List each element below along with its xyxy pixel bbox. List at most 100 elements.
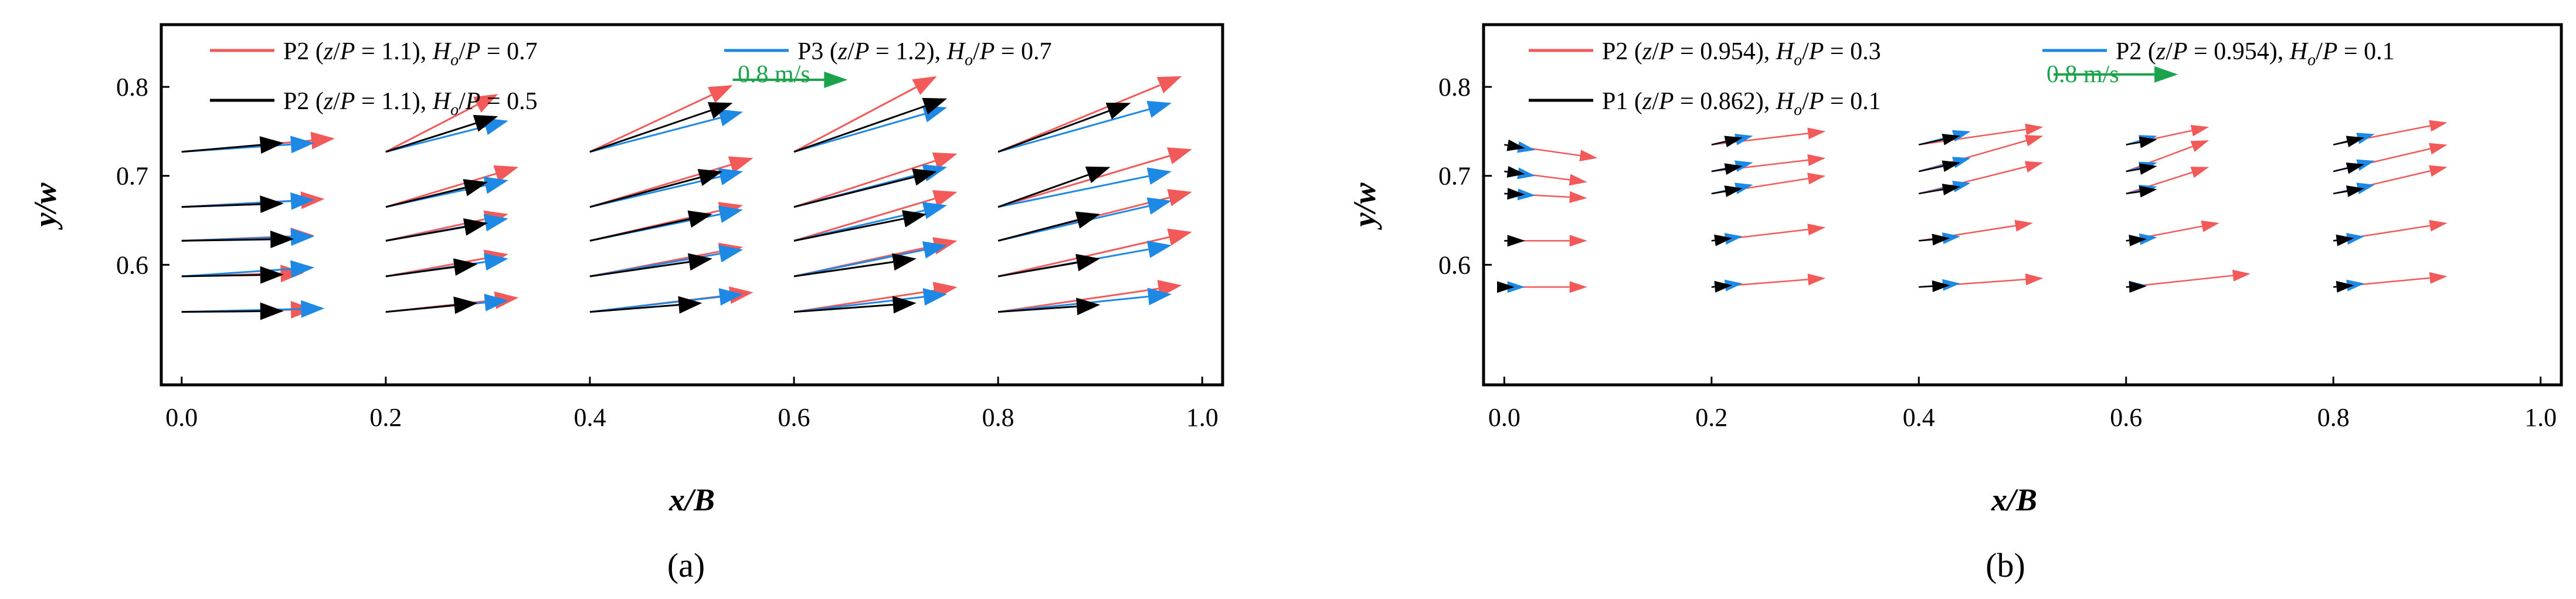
vector-arrow-p2-07 xyxy=(589,85,733,153)
x-tick-label: 0.8 xyxy=(2317,403,2350,432)
vector-arrow-p3-07 xyxy=(793,105,948,153)
y-tick-label: 0.6 xyxy=(116,251,148,279)
vector-arrow-p2-05 xyxy=(793,97,948,153)
vector-arrow-p1-01 xyxy=(1711,136,1743,147)
vector-arrow-p2-07 xyxy=(589,156,754,208)
x-tick-label: 0.6 xyxy=(778,403,810,432)
legend-label-p3-07: P3 (z/P = 1.2), Ho/P = 0.7 xyxy=(797,38,1052,69)
vector-arrow-p1-01 xyxy=(2126,163,2157,175)
vector-arrow-p2-05 xyxy=(998,297,1101,316)
vector-arrow-p1-01 xyxy=(1919,233,1950,246)
vector-arrow-p3-07 xyxy=(181,300,325,318)
y-tick-label: 0.8 xyxy=(1438,73,1471,101)
y-tick-label: 0.7 xyxy=(116,162,148,191)
vector-arrow-p2-05 xyxy=(793,296,917,314)
panel-a: 0.0 0.2 0.4 0.6 0.8 1.0 0.6 0.7 0.8 P2 (z/P = 1.… xyxy=(28,23,1224,584)
vector-arrow-p2-05 xyxy=(589,210,712,242)
vector-arrow-p1-01 xyxy=(2333,136,2365,147)
plot-frame-a xyxy=(159,23,1224,387)
vector-arrow-p2-07 xyxy=(997,228,1192,277)
vector-arrow-p2-05 xyxy=(997,166,1111,208)
vector-arrow-p2-03 xyxy=(1918,161,2044,195)
panel-b: 0.0 0.2 0.4 0.6 0.8 1.0 0.6 0.7 0.8 P2 (z/P = 0.… xyxy=(1347,23,2563,584)
vector-arrow-p1-01 xyxy=(2126,234,2147,246)
legend-label-p2-03: P2 (z/P = 0.954), Ho/P = 0.3 xyxy=(1602,38,1881,69)
vector-arrow-p2-05 xyxy=(997,253,1101,277)
vector-arrow-p1-01 xyxy=(1711,280,1733,293)
vector-arrow-p2-07 xyxy=(997,76,1182,153)
caption-a: (a) xyxy=(667,546,705,584)
vector-arrow-p2-05 xyxy=(793,210,927,242)
y-tick-label: 0.7 xyxy=(1438,162,1471,191)
vector-arrow-p2-05 xyxy=(589,296,702,314)
scale-arrow-b xyxy=(2054,66,2178,83)
vector-arrow-p2-07 xyxy=(793,76,937,153)
vector-arrow-p1-01 xyxy=(1504,235,1525,247)
vector-arrow-p2-03 xyxy=(2126,269,2251,288)
caption-b: (b) xyxy=(1986,546,2025,584)
tick-labels-b: 0.0 0.2 0.4 0.6 0.8 1.0 0.6 0.7 0.8 xyxy=(1438,73,2557,432)
vector-arrow-p2-07 xyxy=(793,152,958,208)
vector-arrow-p2-05 xyxy=(589,253,712,277)
x-tick-label: 1.0 xyxy=(1186,403,1219,432)
vector-arrow-p2-05 xyxy=(181,266,284,284)
y-axis-label-a: y/w xyxy=(28,182,63,231)
vector-arrow-p3-07 xyxy=(589,109,744,153)
vector-arrow-p2-07 xyxy=(181,265,304,283)
vector-arrow-p3-07 xyxy=(793,202,948,242)
vector-arrow-p2-05 xyxy=(997,211,1101,242)
vector-arrow-p1-01 xyxy=(2126,185,2157,198)
x-tick-label: 0.4 xyxy=(573,403,606,432)
vector-arrow-p2-03 xyxy=(1919,123,2044,145)
vector-arrow-p3-07 xyxy=(997,167,1172,208)
vector-arrow-p3-07 xyxy=(181,260,315,278)
quiver-arrows-a xyxy=(181,76,1192,320)
vector-arrow-p1-01 xyxy=(1919,280,1950,292)
x-tick-label: 0.2 xyxy=(369,403,402,432)
x-tick-label: 0.6 xyxy=(2110,403,2142,432)
vector-arrow-p1-01 xyxy=(1919,134,1960,145)
vector-arrow-p2-05 xyxy=(385,296,478,314)
scale-arrow-a xyxy=(732,71,848,88)
y-tick-label: 0.6 xyxy=(1438,251,1471,279)
x-tick-label: 1.0 xyxy=(2524,403,2557,432)
vector-arrow-p2-07 xyxy=(385,94,498,153)
vector-arrow-p2-05 xyxy=(385,179,488,208)
vector-arrow-p3-07 xyxy=(793,241,948,277)
vector-arrow-p1-01 xyxy=(2126,136,2157,148)
vector-arrow-p2-05 xyxy=(589,102,733,153)
x-tick-label: 0.4 xyxy=(1903,403,1935,432)
vector-arrow-p2-07 xyxy=(181,131,335,153)
vector-arrow-p2-05 xyxy=(793,168,937,208)
scale-arrow xyxy=(732,71,848,88)
legend-b: P2 (z/P = 0.954), Ho/P = 0.3 P2 (z/P = 0… xyxy=(1529,38,2395,119)
vector-arrow-p1-01 xyxy=(1919,184,1960,195)
vector-arrow-p1-01 xyxy=(1504,188,1525,200)
vector-arrow-p3-07 xyxy=(181,228,315,246)
vector-arrow-p1-01 xyxy=(1711,234,1733,246)
scale-label-a: 0.8 m/s xyxy=(738,61,810,88)
vector-arrow-p2-07 xyxy=(997,147,1192,208)
vector-arrow-p1-01 xyxy=(2126,281,2147,293)
scale-label-b: 0.8 m/s xyxy=(2046,61,2119,88)
vector-arrow-p1-01 xyxy=(1504,165,1525,178)
x-axis-label-a: x/B xyxy=(668,482,715,517)
x-tick-label: 0.8 xyxy=(982,403,1014,432)
vector-arrow-p2-05 xyxy=(793,253,917,277)
vector-arrow-p1-01 xyxy=(1497,281,1515,293)
vector-arrow-p3-07 xyxy=(997,100,1172,153)
legend-label-p2-01: P2 (z/P = 0.954), Ho/P = 0.1 xyxy=(2116,38,2395,69)
vector-arrow-p3-07 xyxy=(181,192,315,210)
x-tick-label: 0.0 xyxy=(165,403,198,432)
vector-arrow-p2-07 xyxy=(793,190,958,242)
legend-label-p2-07: P2 (z/P = 1.1), Ho/P = 0.7 xyxy=(283,38,538,69)
scale-arrow xyxy=(2054,66,2178,83)
vector-arrow-p2-05 xyxy=(181,136,284,154)
x-axis-label-b: x/B xyxy=(1991,482,2037,517)
legend-a: P2 (z/P = 1.1), Ho/P = 0.7 P3 (z/P = 1.2… xyxy=(210,38,1052,119)
vector-arrow-p2-05 xyxy=(385,258,478,277)
vector-arrow-p2-05 xyxy=(589,169,723,208)
y-axis-label-b: y/w xyxy=(1347,182,1382,231)
vector-arrow-p1-01 xyxy=(1711,163,1743,175)
vector-arrow-p2-03 xyxy=(2126,140,2210,172)
